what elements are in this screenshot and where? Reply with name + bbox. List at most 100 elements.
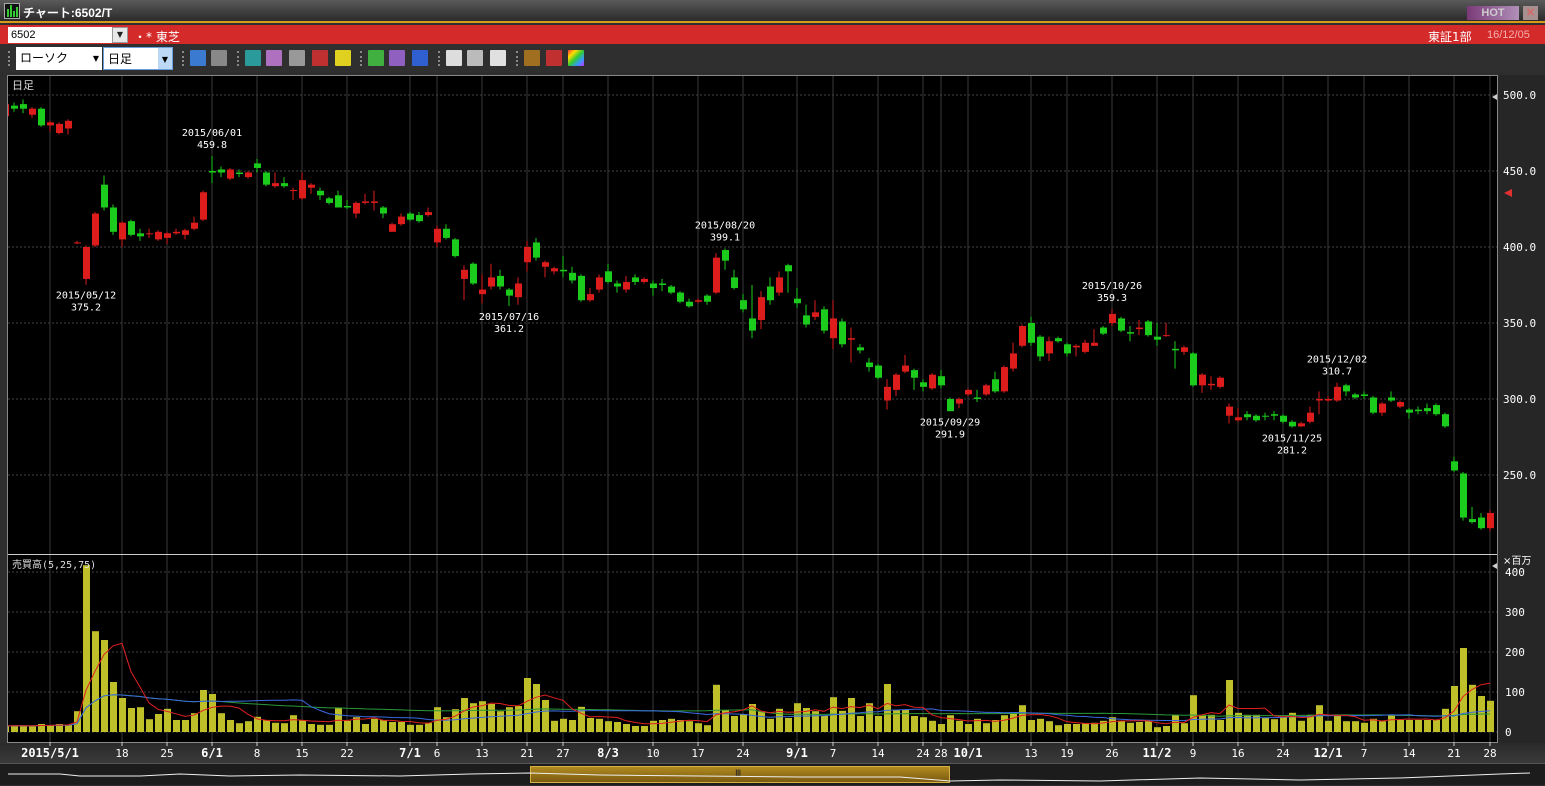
volume-bar (1217, 720, 1224, 732)
date-tick-label: 9/1 (786, 746, 808, 760)
candle-body (317, 190, 324, 196)
pencil-draw-icon[interactable] (368, 50, 384, 66)
volume-bar (1172, 715, 1179, 732)
chart-area[interactable] (7, 75, 1498, 743)
candle-body (29, 108, 36, 115)
crosshair-icon[interactable] (211, 50, 227, 66)
period-select[interactable]: 日足 ▼ (103, 47, 173, 70)
volume-bar (614, 722, 621, 732)
annotation-date: 2015/12/02 (1307, 355, 1367, 366)
pointer-erase-icon[interactable] (389, 50, 405, 66)
market-label: 東証1部 (1428, 30, 1472, 44)
symbol-code-input[interactable]: 6502 (8, 27, 112, 43)
volume-bar (623, 724, 630, 732)
toolbar-grip (360, 51, 362, 66)
candle-wide-icon[interactable] (467, 50, 483, 66)
candle-body (398, 216, 405, 225)
volume-tick-label: 100 (1505, 686, 1525, 699)
candle-body (83, 247, 90, 279)
volume-bar (839, 710, 846, 732)
volume-bar (506, 707, 513, 732)
volume-bar (200, 690, 207, 732)
volume-bar (65, 724, 72, 732)
date-tick-label: 8 (254, 747, 261, 760)
candle-body (110, 207, 117, 232)
candle-body (200, 192, 207, 220)
volume-bar (1199, 714, 1206, 732)
eraser-icon[interactable] (412, 50, 428, 66)
candle-body (137, 233, 144, 237)
candles (8, 99, 1494, 532)
volume-bar (1019, 705, 1026, 732)
all-range-icon[interactable] (490, 50, 506, 66)
navigator-range-handle[interactable]: Ⅲ (530, 766, 950, 783)
grid-bars-icon[interactable] (289, 50, 305, 66)
candle-body (164, 233, 171, 238)
candle-body (479, 289, 486, 295)
wrench-icon[interactable] (546, 50, 562, 66)
candle-body (1397, 402, 1404, 407)
warning-icon[interactable] (335, 50, 351, 66)
annotation-value: 361.2 (494, 324, 524, 335)
candle-body (488, 277, 495, 287)
candle-body (1010, 353, 1017, 369)
date-tick-label: 24 (1276, 747, 1290, 760)
candle-body (911, 370, 918, 378)
symbol-dropdown-button[interactable]: ▼ (112, 27, 128, 43)
volume-bar (1010, 713, 1017, 732)
annotation-value: 399.1 (710, 232, 740, 243)
candle-body (191, 222, 198, 229)
candle-body (794, 298, 801, 304)
candle-body (956, 399, 963, 404)
volume-bar (695, 723, 702, 732)
pattern-settings-icon[interactable] (524, 50, 540, 66)
candle-body (47, 122, 54, 126)
volume-ma-25-line (8, 694, 1491, 727)
chart-type-value: ローソク (20, 51, 69, 65)
candle-body (1145, 321, 1152, 336)
volume-bar (227, 720, 234, 732)
yen-arrow-icon[interactable] (312, 50, 328, 66)
volume-bar (1154, 727, 1161, 732)
toolbar-grip (237, 51, 239, 66)
candle-body (1415, 409, 1422, 412)
candle-body (965, 389, 972, 395)
color-palette-icon[interactable] (568, 50, 584, 66)
candle-narrow-icon[interactable] (446, 50, 462, 66)
candle-body (1226, 406, 1233, 416)
chart-type-select[interactable]: ローソク ▼ (16, 47, 102, 70)
volume-bar (443, 717, 450, 732)
volume-bar (785, 718, 792, 732)
zoom-search-icon[interactable] (190, 50, 206, 66)
volume-bar (434, 707, 441, 732)
candle-body (1388, 397, 1395, 401)
volume-bar (254, 716, 261, 732)
candle-body (38, 108, 45, 126)
hot-button[interactable]: HOT (1467, 6, 1519, 20)
volume-bar (929, 720, 936, 732)
volume-bar (398, 722, 405, 732)
volume-bar (1100, 720, 1107, 732)
volume-bar (551, 720, 558, 732)
window-title: チャート:6502/T (23, 6, 113, 20)
range-navigator[interactable]: Ⅲ (0, 763, 1545, 785)
annotation-date: 2015/11/25 (1262, 434, 1322, 445)
price-axis (1498, 75, 1545, 743)
volume-bar (1334, 715, 1341, 732)
volume-bar (659, 720, 666, 732)
date-tick-label: 7 (1361, 747, 1368, 760)
toolbar-grip (8, 51, 10, 66)
date-tick-label: 13 (475, 747, 488, 760)
candle-body (524, 247, 531, 263)
volume-bar (1289, 712, 1296, 732)
zoom-reset-icon[interactable] (266, 50, 282, 66)
download-marker-icon[interactable] (245, 50, 261, 66)
candle-body (893, 374, 900, 390)
date-tick-label: 6 (434, 747, 441, 760)
close-button[interactable]: × (1523, 6, 1538, 20)
annotation-value: 291.9 (935, 429, 965, 440)
volume-bar (542, 700, 549, 732)
candle-body (92, 213, 99, 246)
date-tick-label: 22 (340, 747, 353, 760)
candle-body (1280, 415, 1287, 422)
